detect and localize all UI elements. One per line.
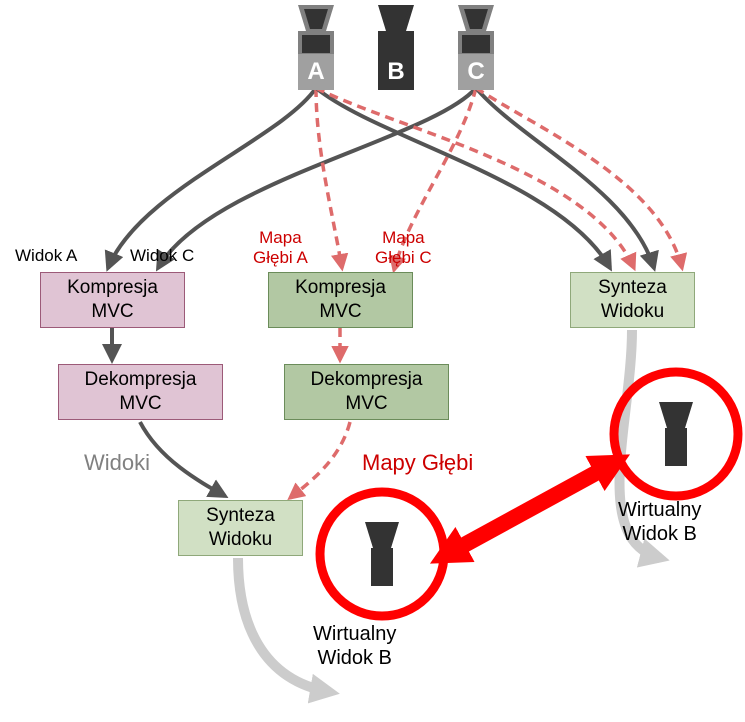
diagram-svg	[0, 0, 745, 722]
camera-b-icon	[378, 5, 414, 57]
node-kompresja_mvc_left-label: Kompresja MVC	[67, 276, 158, 324]
label-wirtualny_b2-text: Wirtualny Widok B	[618, 499, 701, 545]
edge-C-to-synR	[476, 88, 654, 268]
label-mapa_glebi_a-text: Mapa Głębi A	[253, 228, 308, 267]
camera-label-a-text: A	[307, 58, 324, 86]
label-wirtualny_b1-text: Wirtualny Widok B	[313, 623, 396, 669]
label-mapa_glebi_c: Mapa Głębi C	[375, 228, 432, 269]
node-dekompresja_mvc_mid: Dekompresja MVC	[284, 364, 449, 420]
virtual-camera-vb1-icon	[320, 492, 444, 616]
node-synteza_bottom: Synteza Widoku	[178, 500, 303, 556]
camera-label-b: B	[378, 54, 414, 90]
camera-label-b-text: B	[387, 58, 404, 86]
node-synteza_bottom-label: Synteza Widoku	[206, 504, 275, 552]
label-widoki: Widoki	[84, 450, 150, 476]
node-kompresja_mvc_left: Kompresja MVC	[40, 272, 185, 328]
node-synteza_right-label: Synteza Widoku	[598, 276, 667, 324]
camera-a-icon	[298, 5, 334, 57]
label-mapa_glebi_c-text: Mapa Głębi C	[375, 228, 432, 267]
label-mapy_glebi: Mapy Głębi	[362, 450, 473, 476]
label-widok_c: Widok C	[130, 246, 194, 266]
node-dekompresja_mvc_left: Dekompresja MVC	[58, 364, 223, 420]
edge-A-to-synR-d	[316, 88, 634, 268]
camera-label-a: A	[298, 54, 334, 90]
node-kompresja_mvc_mid-label: Kompresja MVC	[295, 276, 386, 324]
edge-A-to-synR	[316, 88, 610, 268]
virtual-camera-vb2-icon	[614, 372, 738, 496]
edge-A-to-kompM	[316, 88, 342, 268]
camera-c-icon	[458, 5, 494, 57]
label-widoki-text: Widoki	[84, 450, 150, 475]
label-wirtualny_b1: Wirtualny Widok B	[313, 622, 396, 670]
label-widok_a: Widok A	[15, 246, 77, 266]
node-dekompresja_mvc_mid-label: Dekompresja MVC	[311, 368, 423, 416]
diagram-canvas: A B C Kompresja MVC Dekompresja MVC Kompre…	[0, 0, 745, 722]
camera-label-c: C	[458, 54, 494, 90]
node-dekompresja_mvc_left-label: Dekompresja MVC	[85, 368, 197, 416]
camera-label-c-text: C	[467, 58, 484, 86]
edge-dekompL-synB	[140, 422, 225, 496]
edge-C-to-synR-d	[476, 88, 682, 268]
node-synteza_right: Synteza Widoku	[570, 272, 695, 328]
edge-dekompM-synB	[290, 422, 350, 498]
label-widok_a-text: Widok A	[15, 246, 77, 265]
label-mapa_glebi_a: Mapa Głębi A	[253, 228, 308, 269]
label-mapy_glebi-text: Mapy Głębi	[362, 450, 473, 475]
node-kompresja_mvc_mid: Kompresja MVC	[268, 272, 413, 328]
label-wirtualny_b2: Wirtualny Widok B	[618, 498, 701, 546]
label-widok_c-text: Widok C	[130, 246, 194, 265]
